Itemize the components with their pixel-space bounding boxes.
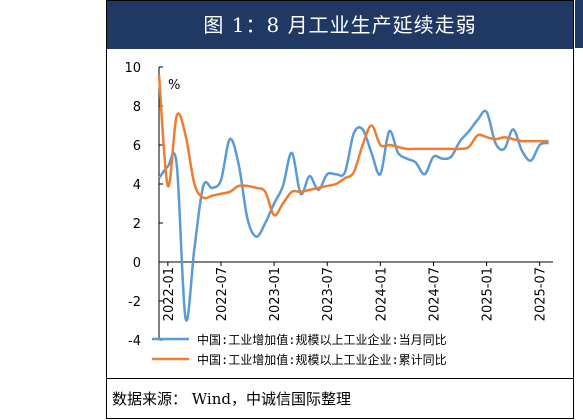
chart-series [157,74,549,322]
y-tick-label: 0 [133,256,141,271]
chart-legend: 中国:工业增加值:规模以上工业企业:当月同比中国:工业增加值:规模以上工业企业:… [152,332,447,367]
y-axis-label: % [168,78,180,93]
x-tick-label: 2023-01 [268,267,283,321]
x-tick-label: 2022-07 [215,267,230,321]
x-tick-label: 2024-07 [427,267,442,321]
series-line-2 [157,74,549,217]
legend-label-1: 中国:工业增加值:规模以上工业企业:当月同比 [197,332,447,347]
y-tick-label: -2 [128,295,141,310]
y-tick-label: 4 [133,178,141,193]
edge-strip [575,0,583,48]
x-tick-label: 2025-01 [481,267,496,321]
y-tick-label: 10 [124,61,141,76]
line-chart: -4 -2 0 2 4 6 8 10% 2022-01 2022-07 2023-01 2023-07… [124,61,553,367]
figure-panel: 图 1：8 月工业生产延续走弱 数据来源： Wind，中诚信国际整理 [106,0,574,419]
y-tick-label: -4 [128,334,141,349]
legend-label-2: 中国:工业增加值:规模以上工业企业:累计同比 [197,352,447,367]
x-tick-label: 2025-07 [534,267,549,321]
x-tick-label: 2024-01 [374,267,389,321]
series-line-1 [157,109,549,322]
chart-axes: -4 -2 0 2 4 6 8 10% 2022-01 2022-07 2023-01 2023-07… [124,61,553,349]
figure-title: 图 1：8 月工业生产延续走弱 [107,1,573,49]
y-tick-label: 2 [133,217,141,232]
x-tick-label: 2023-07 [321,267,336,321]
y-tick-label: 8 [133,100,141,115]
y-tick-label: 6 [133,139,141,154]
x-tick-label: 2022-01 [162,267,177,321]
source-note: 数据来源： Wind，中诚信国际整理 [107,378,573,420]
